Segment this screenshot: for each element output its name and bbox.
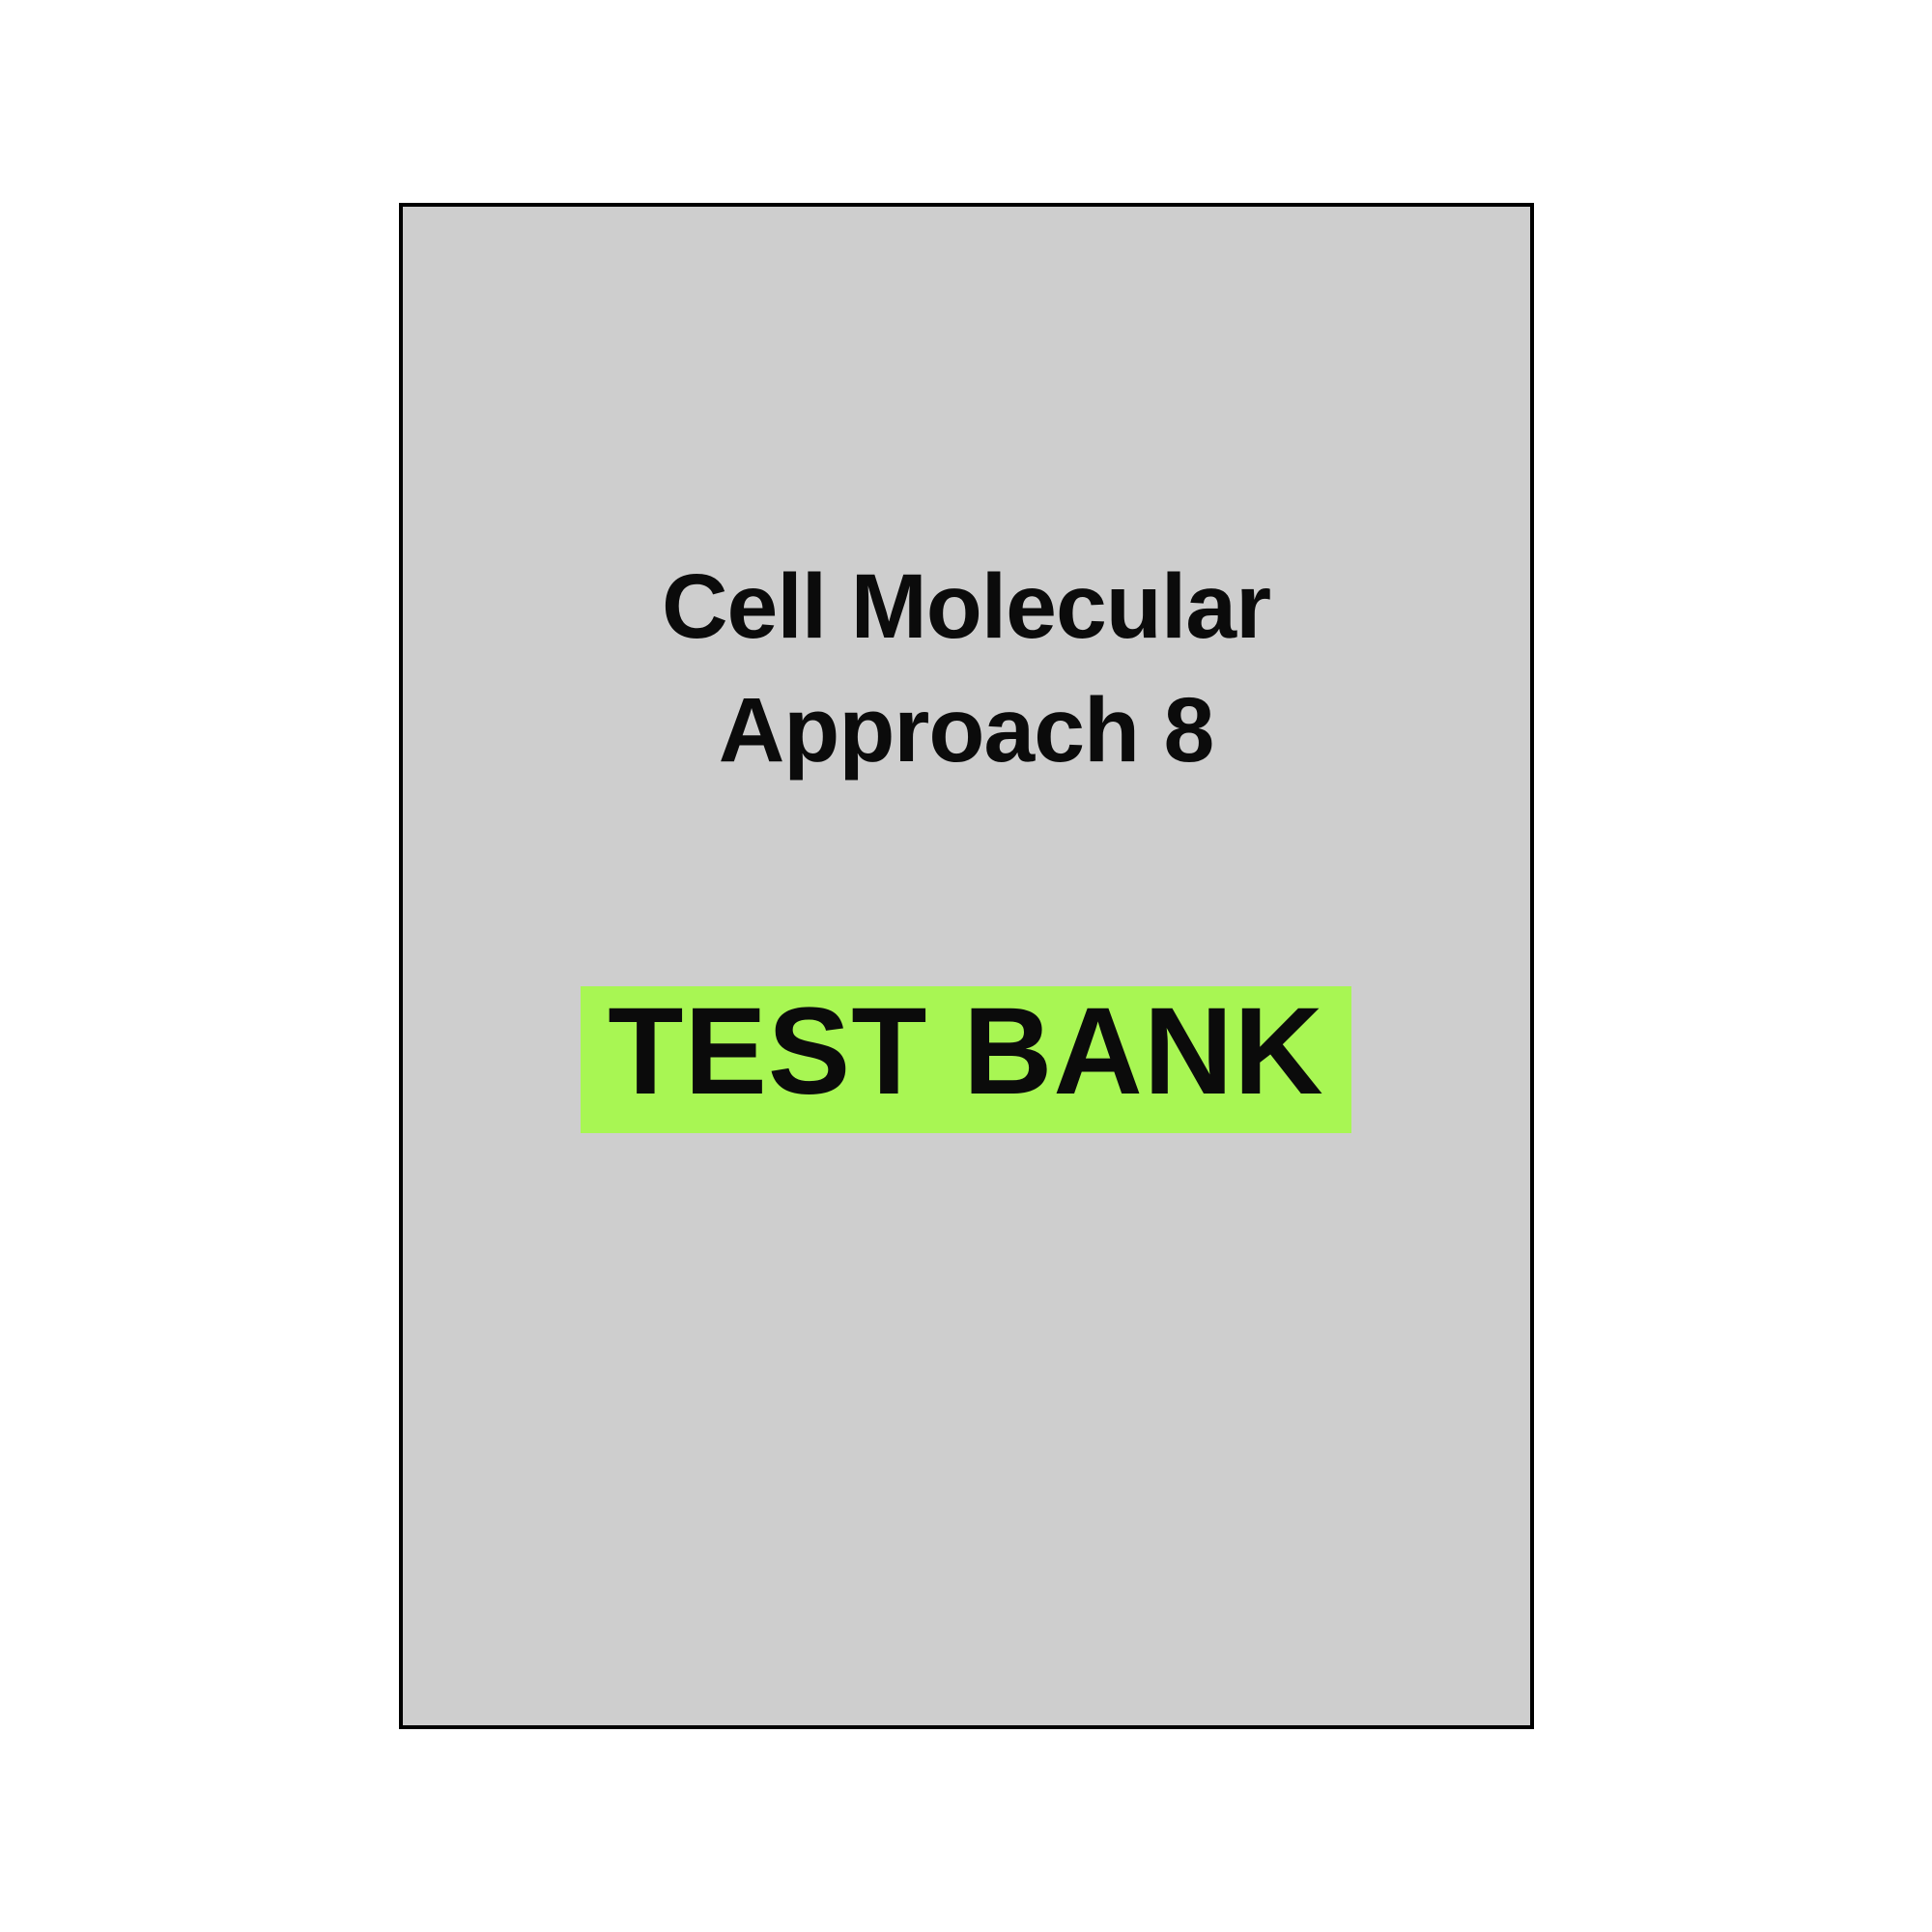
title-line-1: Cell Molecular [662,555,1270,658]
test-bank-badge: TEST BANK [581,986,1350,1133]
document-card: Cell Molecular Approach 8 TEST BANK [399,203,1534,1729]
document-title: Cell Molecular Approach 8 [662,545,1270,793]
title-line-2: Approach 8 [719,679,1214,781]
